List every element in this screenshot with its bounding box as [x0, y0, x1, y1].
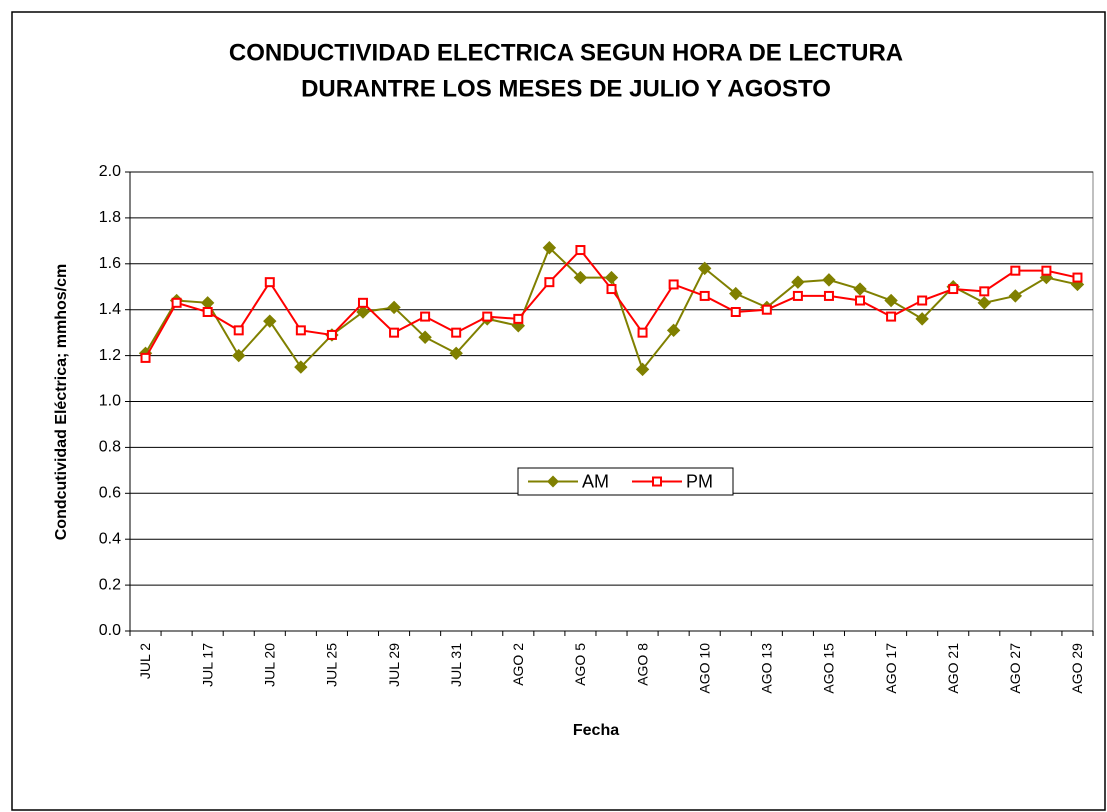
marker: [948, 284, 959, 295]
marker: [730, 306, 741, 317]
marker: [729, 286, 743, 301]
marker: [915, 312, 929, 326]
marker: [822, 273, 836, 287]
y-tick-label: 1.4: [99, 301, 121, 318]
marker: [449, 346, 463, 361]
x-tick-label: AGO 29: [1069, 643, 1085, 694]
marker: [232, 348, 246, 363]
marker: [389, 327, 400, 338]
marker: [326, 329, 337, 340]
marker: [853, 282, 867, 296]
legend-marker: [547, 475, 559, 488]
marker: [635, 362, 650, 377]
marker: [263, 314, 277, 328]
x-axis-title: Fecha: [573, 722, 619, 739]
y-tick-label: 0.4: [99, 530, 121, 547]
x-tick-label: AGO 13: [759, 643, 775, 694]
x-tick-label: JUL 20: [261, 643, 277, 687]
marker: [482, 311, 493, 322]
y-axis-title: Condcutividad Eléctrica; mmhos/cm: [53, 264, 70, 541]
marker: [791, 275, 805, 289]
x-tick-label: JUL 31: [448, 643, 464, 687]
marker: [1008, 289, 1023, 303]
marker: [542, 241, 557, 255]
x-tick-label: JUL 29: [386, 643, 402, 687]
marker: [233, 325, 244, 336]
marker: [917, 295, 928, 306]
y-tick-label: 1.6: [99, 255, 121, 272]
x-tick-label: AGO 2: [510, 643, 526, 686]
x-tick-label: AGO 5: [572, 643, 588, 686]
marker: [294, 360, 308, 374]
marker: [668, 279, 679, 290]
chart-title: CONDUCTIVIDAD ELECTRICA SEGUN HORA DE LE…: [229, 39, 903, 66]
marker: [761, 304, 772, 315]
marker: [387, 300, 401, 315]
marker: [699, 290, 710, 301]
marker: [977, 296, 991, 310]
marker: [884, 293, 898, 308]
marker: [420, 311, 431, 322]
marker: [573, 270, 588, 285]
y-tick-label: 0.0: [99, 622, 121, 639]
legend-label: PM: [686, 471, 713, 491]
marker: [418, 330, 432, 344]
marker: [356, 305, 370, 319]
x-tick-label: AGO 8: [634, 643, 650, 686]
marker: [697, 261, 712, 276]
y-tick-label: 1.2: [99, 347, 121, 364]
marker: [451, 327, 462, 338]
marker: [823, 290, 834, 301]
legend-marker: [652, 476, 662, 487]
x-tick-label: AGO 17: [883, 643, 899, 694]
marker: [513, 313, 524, 324]
y-tick-label: 0.6: [99, 485, 121, 502]
chart-title: DURANTRE LOS MESES DE JULIO Y AGOSTO: [301, 75, 831, 102]
marker: [979, 286, 990, 297]
y-tick-label: 2.0: [99, 163, 121, 180]
marker: [140, 352, 151, 363]
marker: [357, 297, 368, 308]
marker: [637, 327, 648, 338]
x-tick-label: AGO 10: [696, 643, 712, 694]
marker: [575, 245, 586, 256]
marker: [604, 270, 619, 285]
marker: [1041, 265, 1052, 276]
marker: [1010, 265, 1021, 276]
x-tick-label: AGO 27: [1007, 643, 1023, 694]
x-tick-label: AGO 15: [821, 643, 837, 694]
marker: [295, 325, 306, 336]
x-tick-label: JUL 2: [137, 643, 153, 679]
marker: [886, 311, 897, 322]
marker: [171, 297, 182, 308]
marker: [792, 290, 803, 301]
legend-label: AM: [582, 471, 609, 491]
y-tick-label: 0.2: [99, 576, 121, 593]
y-tick-label: 0.8: [99, 439, 121, 456]
marker: [855, 295, 866, 306]
y-tick-label: 1.8: [99, 209, 121, 226]
x-tick-label: JUL 25: [324, 643, 340, 687]
marker: [1072, 272, 1083, 283]
x-tick-label: JUL 17: [199, 643, 215, 687]
marker: [544, 277, 555, 288]
marker: [666, 323, 681, 338]
marker: [606, 284, 617, 295]
x-tick-label: AGO 21: [945, 643, 961, 694]
marker: [202, 306, 213, 317]
y-tick-label: 1.0: [99, 393, 121, 410]
marker: [264, 277, 275, 288]
